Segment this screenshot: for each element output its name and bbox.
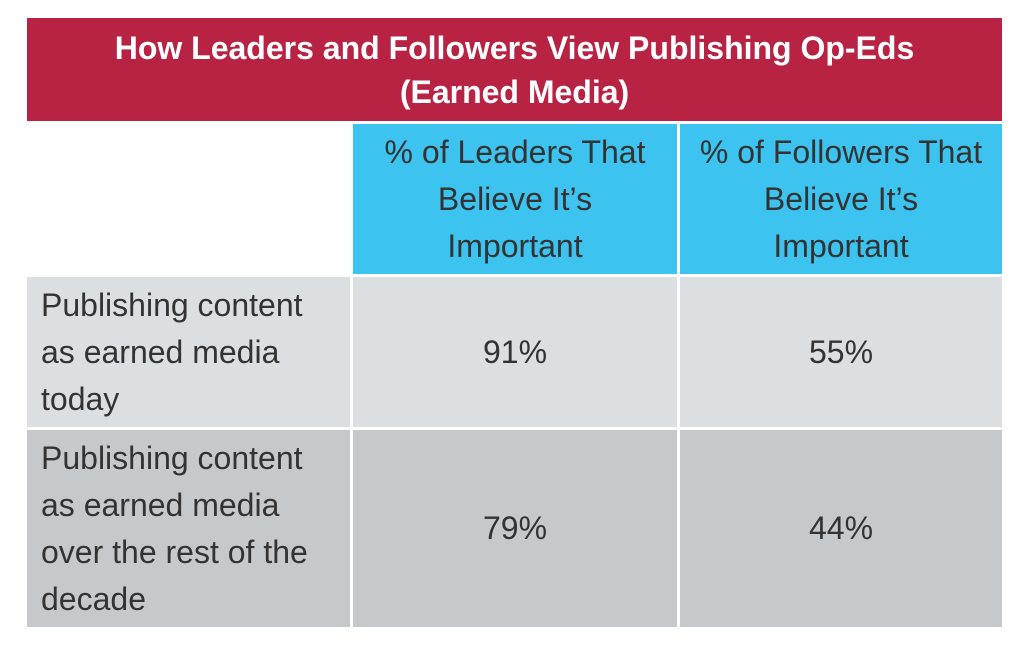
value-followers-today: 55% xyxy=(680,277,1002,427)
table-title: How Leaders and Followers View Publishin… xyxy=(27,18,1002,121)
value-followers-rest-of-decade: 44% xyxy=(680,430,1002,627)
value-leaders-rest-of-decade: 79% xyxy=(353,430,677,627)
column-header-followers: % of Followers That Believe It’s Importa… xyxy=(680,124,1002,274)
table-title-line-1: How Leaders and Followers View Publishin… xyxy=(114,29,915,66)
column-header-leaders: % of Leaders That Believe It’s Important xyxy=(353,124,677,274)
row-header-rest-of-decade: Publishing content as earned media over … xyxy=(27,430,350,627)
table-grid: % of Leaders That Believe It’s Important… xyxy=(27,124,1002,627)
data-table: How Leaders and Followers View Publishin… xyxy=(27,18,1002,627)
value-leaders-today: 91% xyxy=(353,277,677,427)
table-title-line-2: (Earned Media) xyxy=(399,73,630,110)
row-header-today: Publishing content as earned media today xyxy=(27,277,350,427)
corner-cell xyxy=(27,124,350,274)
